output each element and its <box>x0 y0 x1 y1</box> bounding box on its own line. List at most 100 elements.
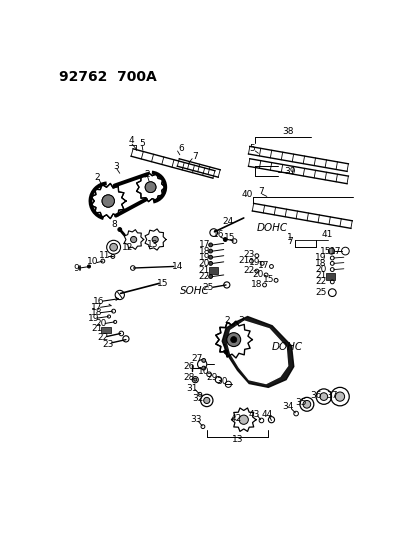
Circle shape <box>201 359 205 362</box>
Text: 43: 43 <box>248 410 260 419</box>
Text: 30: 30 <box>216 377 228 386</box>
Text: 15: 15 <box>157 279 168 288</box>
Text: 33: 33 <box>190 415 201 424</box>
Text: 16: 16 <box>213 230 224 239</box>
Bar <box>325 273 335 280</box>
Circle shape <box>118 228 121 231</box>
Circle shape <box>208 249 212 253</box>
Text: 7: 7 <box>257 187 263 196</box>
Text: DOHC: DOHC <box>256 223 287 233</box>
Circle shape <box>193 378 196 381</box>
Circle shape <box>152 237 158 243</box>
Text: 10: 10 <box>87 257 98 266</box>
Text: 15: 15 <box>223 233 235 243</box>
Text: 26: 26 <box>183 362 194 371</box>
Text: 19: 19 <box>314 254 326 262</box>
Circle shape <box>145 182 156 192</box>
Text: 27: 27 <box>191 354 202 364</box>
Text: 2: 2 <box>144 169 149 179</box>
Text: SOHC: SOHC <box>180 286 210 296</box>
Text: 15: 15 <box>262 275 273 284</box>
Text: 20: 20 <box>314 265 325 274</box>
Text: 5: 5 <box>139 139 145 148</box>
Text: 4: 4 <box>128 136 134 146</box>
Text: 35: 35 <box>294 398 306 407</box>
Circle shape <box>87 265 90 268</box>
Text: 22: 22 <box>198 272 209 281</box>
Circle shape <box>223 238 227 241</box>
Text: 2: 2 <box>94 173 99 182</box>
Circle shape <box>223 350 228 354</box>
Polygon shape <box>227 321 287 384</box>
Circle shape <box>226 333 240 346</box>
Text: 15: 15 <box>320 247 331 255</box>
Circle shape <box>203 398 209 403</box>
Text: 28: 28 <box>183 373 194 382</box>
Text: 22: 22 <box>314 277 325 286</box>
Circle shape <box>145 182 156 192</box>
Text: 21: 21 <box>314 271 325 280</box>
Text: 44: 44 <box>261 410 272 419</box>
Text: 42: 42 <box>230 414 241 423</box>
Text: 19: 19 <box>88 313 99 322</box>
Circle shape <box>230 336 236 343</box>
Circle shape <box>208 274 212 278</box>
Text: 8: 8 <box>111 220 117 229</box>
Text: 37: 37 <box>326 391 337 400</box>
Circle shape <box>102 195 114 207</box>
Text: 7: 7 <box>192 152 198 161</box>
Text: 92762  700A: 92762 700A <box>59 70 156 84</box>
Text: 9: 9 <box>73 263 78 272</box>
Text: 2: 2 <box>223 316 229 325</box>
Circle shape <box>302 400 310 408</box>
Text: 31: 31 <box>186 384 197 393</box>
Text: 22: 22 <box>243 266 254 275</box>
Text: 16: 16 <box>93 297 104 305</box>
Text: 6: 6 <box>178 144 184 153</box>
Text: 20: 20 <box>95 319 107 328</box>
Text: 32: 32 <box>191 394 203 402</box>
Text: 10: 10 <box>197 367 209 376</box>
Text: 5: 5 <box>249 144 254 153</box>
Text: 19: 19 <box>248 258 260 267</box>
Text: 13: 13 <box>231 435 243 444</box>
Text: 18: 18 <box>91 308 102 317</box>
Text: 17: 17 <box>198 240 210 249</box>
Circle shape <box>335 392 344 401</box>
Text: 7: 7 <box>287 237 292 246</box>
Text: 23: 23 <box>243 251 254 260</box>
Text: 38: 38 <box>282 127 294 136</box>
Circle shape <box>208 262 212 265</box>
Circle shape <box>328 248 334 254</box>
Circle shape <box>319 393 327 400</box>
Circle shape <box>102 195 114 207</box>
Text: 36: 36 <box>310 391 321 400</box>
Text: 17: 17 <box>257 261 269 270</box>
Text: 11: 11 <box>99 251 111 260</box>
Text: 17: 17 <box>91 303 102 312</box>
Text: 20: 20 <box>252 270 263 279</box>
Text: 20: 20 <box>198 259 210 268</box>
Circle shape <box>230 336 236 343</box>
Text: 21: 21 <box>237 256 249 265</box>
Text: 24: 24 <box>222 217 233 227</box>
Text: 23: 23 <box>102 340 114 349</box>
Text: 1: 1 <box>222 344 228 353</box>
Circle shape <box>226 333 240 346</box>
Text: 22: 22 <box>97 333 108 342</box>
Circle shape <box>201 366 205 370</box>
Text: 40: 40 <box>240 190 252 199</box>
Text: 21: 21 <box>198 266 210 275</box>
Text: 25: 25 <box>314 288 325 297</box>
Text: 34: 34 <box>281 402 293 411</box>
Text: 29: 29 <box>206 373 217 382</box>
Text: 19: 19 <box>198 253 210 262</box>
Text: 3: 3 <box>237 316 243 325</box>
Text: 18: 18 <box>198 247 210 255</box>
Circle shape <box>239 415 248 424</box>
Bar <box>209 267 218 274</box>
Text: 3: 3 <box>113 162 119 171</box>
Polygon shape <box>222 317 293 387</box>
Text: 25: 25 <box>202 283 214 292</box>
Circle shape <box>109 244 117 251</box>
